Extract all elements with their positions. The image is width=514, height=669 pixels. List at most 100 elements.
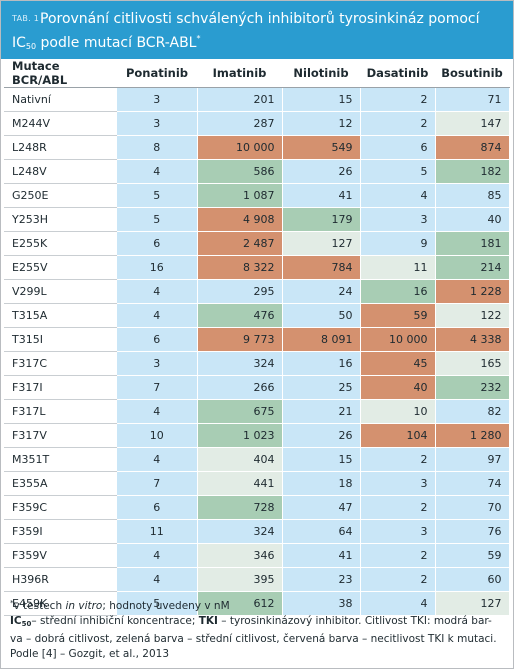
ponatinib-value-cell: 4 — [117, 279, 198, 304]
mutation-name-cell: F359V — [4, 543, 117, 568]
ponatinib-value-cell: 5 — [117, 207, 198, 232]
table-row: E459K 5 612 38 4 127 — [4, 591, 510, 616]
table-row: Nativní 3 201 15 2 71 — [4, 87, 510, 112]
ponatinib-value-cell: 3 — [117, 111, 198, 136]
table-row: T315I 6 9 773 8 091 10 000 4 338 — [4, 327, 510, 352]
bosutinib-value-cell: 40 — [435, 207, 510, 232]
mutation-name-cell: T315A — [4, 303, 117, 328]
bosutinib-value-cell: 76 — [435, 519, 510, 544]
footnote-text: ; hodnoty uvedeny v nM — [102, 600, 230, 612]
bosutinib-value-cell: 214 — [435, 255, 510, 280]
imatinib-value-cell: 8 322 — [197, 255, 283, 280]
table-row: M244V 3 287 12 2 147 — [4, 111, 510, 136]
nilotinib-value-cell: 15 — [282, 87, 361, 112]
imatinib-value-cell: 324 — [197, 351, 283, 376]
imatinib-value-cell: 346 — [197, 543, 283, 568]
imatinib-value-cell: 1 087 — [197, 183, 283, 208]
dasatinib-value-cell: 4 — [360, 591, 436, 616]
ponatinib-value-cell: 4 — [117, 159, 198, 184]
dasatinib-value-cell: 6 — [360, 135, 436, 160]
abbr-ic: IC50 — [10, 615, 31, 628]
ponatinib-value-cell: 4 — [117, 399, 198, 424]
mutation-name-cell: G250E — [4, 183, 117, 208]
table-title: Porovnání citlivosti schválených inhibit… — [12, 9, 510, 51]
ponatinib-value-cell: 7 — [117, 375, 198, 400]
dasatinib-value-cell: 45 — [360, 351, 436, 376]
bosutinib-value-cell: 181 — [435, 231, 510, 256]
ponatinib-value-cell: 7 — [117, 471, 198, 496]
table-footnotes: *v testech in vitro; hodnoty uvedeny v n… — [10, 596, 510, 662]
footnote-text: v testech — [13, 600, 66, 612]
nilotinib-value-cell: 26 — [282, 159, 361, 184]
table-row: V299L 4 295 24 16 1 228 — [4, 279, 510, 304]
column-header-nilotinib: Nilotinib — [282, 59, 360, 88]
ponatinib-value-cell: 6 — [117, 495, 198, 520]
title-line-2-text: podle mutací BCR-ABL — [36, 35, 197, 51]
mutation-name-cell: H396R — [4, 567, 117, 592]
table-row: F317V 10 1 023 26 104 1 280 — [4, 423, 510, 448]
table-row: E355A 7 441 18 3 74 — [4, 471, 510, 496]
imatinib-value-cell: 2 487 — [197, 231, 283, 256]
nilotinib-value-cell: 127 — [282, 231, 361, 256]
table-row: F317I 7 266 25 40 232 — [4, 375, 510, 400]
ponatinib-value-cell: 8 — [117, 135, 198, 160]
bosutinib-value-cell: 165 — [435, 351, 510, 376]
imatinib-value-cell: 9 773 — [197, 327, 283, 352]
column-header-ponatinib: Ponatinib — [117, 59, 197, 88]
dasatinib-value-cell: 2 — [360, 543, 436, 568]
bosutinib-value-cell: 147 — [435, 111, 510, 136]
nilotinib-value-cell: 64 — [282, 519, 361, 544]
table-header-row: Mutace BCR/ABL Ponatinib Imatinib Niloti… — [4, 59, 509, 88]
ponatinib-value-cell: 10 — [117, 423, 198, 448]
mutation-name-cell: Y253H — [4, 207, 117, 232]
imatinib-value-cell: 395 — [197, 567, 283, 592]
bosutinib-value-cell: 232 — [435, 375, 510, 400]
dasatinib-value-cell: 16 — [360, 279, 436, 304]
table-row: T315A 4 476 50 59 122 — [4, 303, 510, 328]
table-row: G250E 5 1 087 41 4 85 — [4, 183, 510, 208]
bosutinib-value-cell: 127 — [435, 591, 510, 616]
ponatinib-value-cell: 4 — [117, 303, 198, 328]
imatinib-value-cell: 266 — [197, 375, 283, 400]
bosutinib-value-cell: 182 — [435, 159, 510, 184]
ponatinib-value-cell: 16 — [117, 255, 198, 280]
bosutinib-value-cell: 874 — [435, 135, 510, 160]
nilotinib-value-cell: 26 — [282, 423, 361, 448]
imatinib-value-cell: 10 000 — [197, 135, 283, 160]
ponatinib-value-cell: 6 — [117, 231, 198, 256]
mutation-name-cell: Nativní — [4, 87, 117, 112]
nilotinib-value-cell: 12 — [282, 111, 361, 136]
title-line-2: IC50 podle mutací BCR-ABL* — [12, 29, 200, 57]
nilotinib-value-cell: 50 — [282, 303, 361, 328]
bosutinib-value-cell: 70 — [435, 495, 510, 520]
mutation-name-cell: F317I — [4, 375, 117, 400]
imatinib-value-cell: 287 — [197, 111, 283, 136]
bosutinib-value-cell: 85 — [435, 183, 510, 208]
mutation-name-cell: F317L — [4, 399, 117, 424]
dasatinib-value-cell: 4 — [360, 183, 436, 208]
abbr-tki: TKI — [198, 615, 218, 627]
imatinib-value-cell: 1 023 — [197, 423, 283, 448]
dasatinib-value-cell: 2 — [360, 567, 436, 592]
dasatinib-value-cell: 40 — [360, 375, 436, 400]
nilotinib-value-cell: 24 — [282, 279, 361, 304]
bosutinib-value-cell: 122 — [435, 303, 510, 328]
imatinib-value-cell: 586 — [197, 159, 283, 184]
footnote-italic: in vitro — [65, 600, 103, 612]
mutation-name-cell: V299L — [4, 279, 117, 304]
ponatinib-value-cell: 5 — [117, 183, 198, 208]
bosutinib-value-cell: 82 — [435, 399, 510, 424]
mutation-name-cell: L248R — [4, 135, 117, 160]
dasatinib-value-cell: 2 — [360, 447, 436, 472]
nilotinib-value-cell: 23 — [282, 567, 361, 592]
imatinib-value-cell: 441 — [197, 471, 283, 496]
footnote-source: Podle [4] – Gozgit, et al., 2013 — [10, 648, 170, 660]
abbr-ic-text: IC — [10, 615, 22, 627]
nilotinib-value-cell: 47 — [282, 495, 361, 520]
dasatinib-value-cell: 5 — [360, 159, 436, 184]
mutation-name-cell: F359I — [4, 519, 117, 544]
imatinib-value-cell: 476 — [197, 303, 283, 328]
bosutinib-value-cell: 1 280 — [435, 423, 510, 448]
dasatinib-value-cell: 3 — [360, 207, 436, 232]
footnote-in-vitro: *v testech in vitro; hodnoty uvedeny v n… — [10, 596, 510, 614]
